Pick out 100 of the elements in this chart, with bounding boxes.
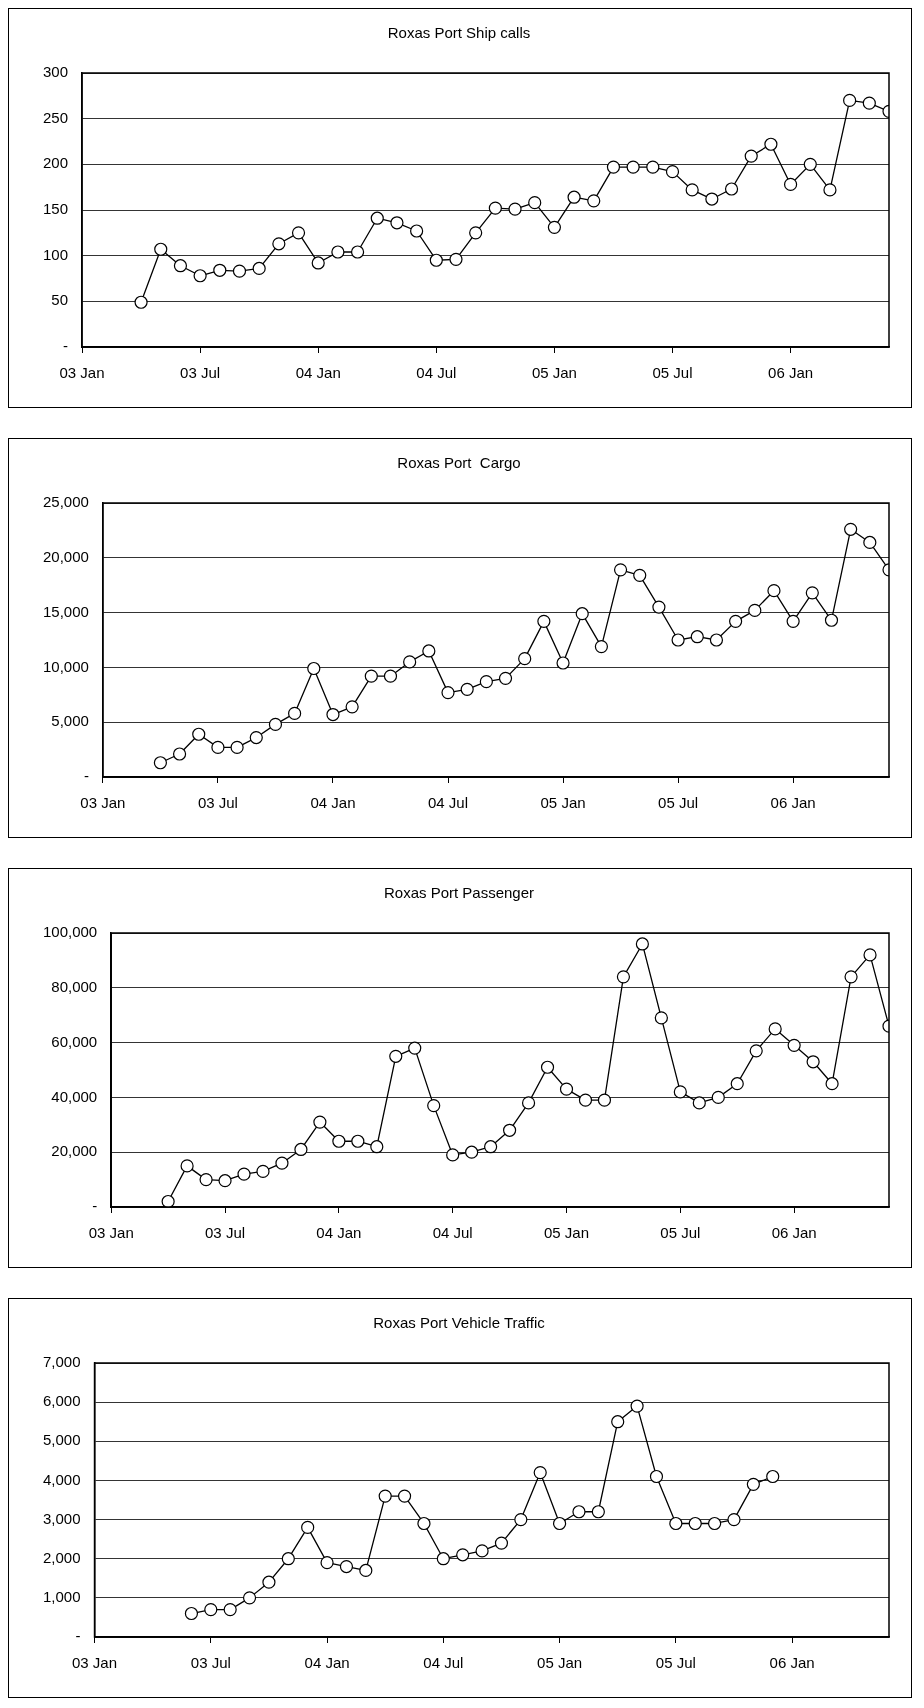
point — [688, 1516, 702, 1531]
point — [508, 202, 522, 216]
point — [153, 756, 167, 770]
x-tick-label: 04 Jul — [416, 364, 457, 382]
x-tick-label: 04 Jul — [432, 1224, 473, 1242]
point — [307, 661, 321, 676]
point — [766, 1469, 780, 1484]
point — [805, 586, 819, 600]
point — [685, 183, 699, 197]
point — [184, 1606, 199, 1621]
x-tick-label: 03 Jul — [205, 1224, 246, 1242]
point — [616, 970, 631, 984]
point — [291, 226, 306, 240]
x-tick-label: 03 Jul — [190, 1654, 231, 1672]
point — [559, 1082, 574, 1096]
point — [173, 259, 188, 273]
point — [326, 707, 340, 722]
point — [232, 264, 247, 278]
y-tick-label: 4,000 — [42, 1470, 81, 1488]
point — [843, 93, 857, 107]
point — [646, 160, 660, 174]
point — [288, 706, 302, 721]
point — [806, 1055, 820, 1069]
point — [262, 1575, 276, 1589]
y-tick-label: - — [92, 1197, 98, 1215]
x-tick-label: 04 Jul — [427, 794, 469, 812]
point — [709, 633, 724, 647]
point — [475, 1544, 489, 1558]
point — [281, 1552, 295, 1566]
point — [469, 226, 483, 240]
point — [294, 1142, 308, 1157]
point — [350, 245, 365, 259]
chart-title: Roxas Port Ship calls — [387, 24, 531, 42]
point — [180, 1159, 194, 1173]
point — [823, 183, 837, 197]
point — [863, 948, 877, 962]
point — [256, 1164, 270, 1178]
point — [311, 256, 325, 270]
point — [192, 727, 206, 741]
point — [275, 1156, 289, 1170]
point — [597, 1093, 612, 1107]
point — [199, 1173, 213, 1187]
point — [654, 1011, 668, 1025]
point — [422, 644, 436, 658]
y-tick-label: - — [63, 337, 69, 355]
point — [567, 190, 581, 204]
point — [844, 970, 858, 984]
point — [863, 535, 877, 550]
y-tick-label: - — [75, 1627, 81, 1645]
point — [332, 1134, 346, 1148]
y-tick-label: 150 — [43, 200, 69, 218]
point — [690, 630, 704, 644]
point — [460, 682, 474, 696]
point — [552, 1516, 567, 1531]
point — [671, 633, 685, 647]
point — [786, 614, 800, 628]
x-tick-label: 05 Jul — [660, 1224, 701, 1242]
point — [383, 669, 398, 683]
point — [635, 937, 649, 951]
point — [587, 194, 601, 208]
point — [575, 607, 589, 621]
x-tick-label: 04 Jan — [295, 364, 341, 382]
point — [268, 717, 283, 731]
point — [665, 165, 680, 179]
point — [748, 603, 762, 618]
y-tick-label: 15,000 — [42, 602, 89, 620]
point — [746, 1477, 760, 1491]
point — [403, 655, 417, 669]
point — [134, 295, 148, 309]
y-tick-label: 1,000 — [42, 1588, 81, 1605]
point — [673, 1085, 687, 1099]
y-tick-label: 2,000 — [42, 1548, 81, 1566]
y-tick-label: 20,000 — [42, 547, 89, 565]
x-tick-label: 06 Jan — [769, 1654, 815, 1672]
point — [626, 160, 640, 174]
point — [441, 686, 455, 700]
point — [633, 568, 647, 582]
point — [193, 269, 207, 283]
point — [313, 1115, 327, 1129]
point — [649, 1469, 664, 1484]
point — [230, 740, 244, 755]
y-tick-label: 50 — [51, 291, 69, 309]
x-tick-label: 05 Jan — [540, 794, 586, 812]
point — [578, 1093, 593, 1107]
point — [498, 671, 513, 685]
y-tick-label: 6,000 — [42, 1392, 81, 1410]
point — [378, 1489, 392, 1503]
point — [488, 201, 502, 215]
y-tick-label: 20,000 — [51, 1142, 98, 1160]
y-tick-label: 40,000 — [51, 1087, 98, 1105]
point — [359, 1563, 373, 1578]
x-tick-label: 06 Jan — [768, 364, 814, 382]
x-tick-label: 05 Jul — [658, 794, 699, 812]
point — [606, 160, 621, 174]
point — [594, 639, 608, 654]
point — [630, 1399, 644, 1413]
point — [410, 224, 424, 238]
point — [320, 1556, 334, 1570]
point — [768, 1022, 782, 1036]
y-tick-label: 80,000 — [51, 977, 98, 995]
